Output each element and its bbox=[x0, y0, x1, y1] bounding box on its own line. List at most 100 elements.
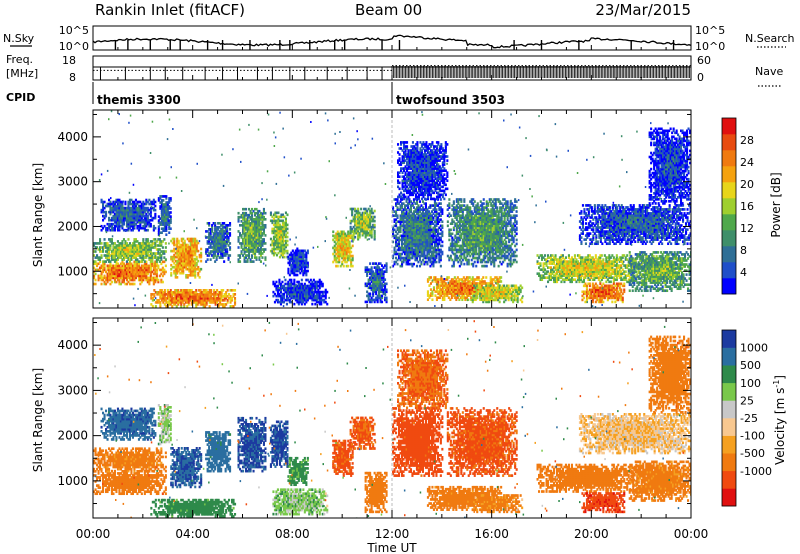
power-cell bbox=[139, 252, 142, 255]
power-cell bbox=[432, 228, 435, 232]
power-cell bbox=[381, 270, 384, 274]
power-cell bbox=[189, 299, 192, 302]
power-cell bbox=[158, 248, 161, 251]
nave-right-tick-bottom: 0 bbox=[697, 71, 704, 84]
power-cell bbox=[398, 254, 401, 258]
power-cell bbox=[186, 261, 189, 265]
power-cell bbox=[146, 238, 149, 241]
power-cell bbox=[156, 293, 159, 296]
power-cell bbox=[215, 258, 218, 261]
power-cell bbox=[411, 248, 414, 252]
power-cell bbox=[159, 289, 162, 292]
power-cell bbox=[408, 258, 411, 262]
power-cell bbox=[164, 246, 167, 249]
power-cell bbox=[115, 200, 118, 204]
power-cell bbox=[358, 227, 361, 231]
power-cell bbox=[106, 222, 109, 226]
power-cell bbox=[113, 258, 116, 261]
power-cell bbox=[214, 244, 217, 247]
power-cell bbox=[272, 247, 275, 251]
power-cell bbox=[199, 297, 202, 300]
power-cell bbox=[433, 224, 436, 228]
power-cell bbox=[115, 206, 118, 210]
power-cell bbox=[121, 274, 124, 278]
power-cell bbox=[198, 269, 201, 273]
power-cell bbox=[161, 268, 164, 272]
power-cell bbox=[254, 228, 257, 231]
power-cell bbox=[210, 289, 213, 292]
power-cell bbox=[372, 215, 375, 219]
power-cell bbox=[176, 251, 179, 255]
power-cell bbox=[373, 274, 376, 278]
power-cell bbox=[109, 218, 112, 222]
power-cell bbox=[262, 250, 265, 253]
power-cell bbox=[217, 226, 220, 229]
power-cell bbox=[246, 228, 249, 231]
power-cell bbox=[217, 252, 220, 255]
power-cell bbox=[261, 226, 264, 229]
power-cell bbox=[142, 264, 145, 268]
power-cell bbox=[420, 208, 423, 211]
power-cell bbox=[306, 294, 309, 298]
power-cell bbox=[157, 250, 160, 253]
power-cell bbox=[363, 231, 366, 235]
power-cell bbox=[179, 253, 182, 257]
power-cell bbox=[128, 274, 131, 278]
power-cell bbox=[439, 250, 442, 254]
power-cell bbox=[429, 264, 432, 268]
power-cell bbox=[318, 278, 321, 282]
power-cell bbox=[134, 256, 137, 259]
power-cell bbox=[245, 242, 248, 245]
power-cell bbox=[376, 278, 379, 282]
power-cell bbox=[112, 202, 115, 206]
power-cell bbox=[246, 220, 249, 223]
power-cell bbox=[119, 246, 122, 249]
power-cell bbox=[168, 301, 171, 304]
power-cell bbox=[278, 241, 281, 245]
power-cell bbox=[403, 141, 406, 144]
power-cell bbox=[140, 252, 143, 255]
power-cell bbox=[317, 292, 320, 296]
power-cell bbox=[181, 299, 184, 302]
power-cell bbox=[180, 269, 183, 273]
power-cell bbox=[405, 260, 408, 264]
power-cell bbox=[160, 219, 163, 222]
power-cell bbox=[409, 236, 412, 240]
power-cell bbox=[393, 246, 396, 250]
power-cell bbox=[288, 259, 291, 263]
power-cell bbox=[146, 242, 149, 245]
power-cell bbox=[137, 242, 140, 245]
power-cell bbox=[399, 258, 402, 262]
power-cell bbox=[118, 250, 121, 253]
power-cell bbox=[366, 209, 369, 213]
power-cell bbox=[172, 301, 175, 304]
power-cell bbox=[305, 255, 308, 259]
power-cell bbox=[137, 208, 140, 212]
freq-label-line1: Freq. bbox=[6, 53, 33, 66]
power-cell bbox=[145, 256, 148, 259]
power-cell bbox=[103, 274, 106, 278]
power-cell bbox=[94, 272, 97, 276]
power-cell bbox=[401, 246, 404, 250]
power-cell bbox=[102, 270, 105, 274]
power-cell bbox=[198, 276, 201, 279]
power-cell bbox=[227, 258, 230, 261]
power-cell bbox=[221, 224, 224, 227]
power-cell bbox=[106, 256, 109, 259]
power-cell bbox=[163, 223, 166, 226]
power-cell bbox=[435, 212, 438, 216]
power-cell bbox=[150, 293, 153, 296]
power-cell bbox=[143, 244, 146, 247]
power-cell bbox=[102, 248, 105, 251]
power-cell bbox=[382, 278, 385, 282]
power-cell bbox=[411, 214, 414, 218]
power-cell bbox=[124, 252, 127, 255]
power-cell bbox=[347, 236, 350, 240]
power-cell bbox=[226, 242, 229, 245]
power-cell bbox=[376, 268, 379, 272]
power-cell bbox=[382, 266, 385, 269]
power-cell bbox=[402, 230, 405, 234]
power-cell bbox=[439, 214, 442, 218]
power-cell bbox=[145, 266, 148, 270]
power-cell bbox=[136, 260, 139, 264]
